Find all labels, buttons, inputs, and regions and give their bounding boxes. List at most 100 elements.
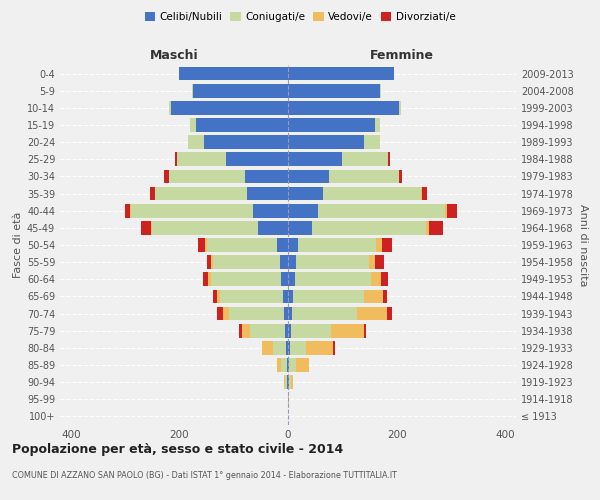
Bar [285, 324, 288, 338]
Bar [291, 324, 331, 338]
Bar [292, 306, 358, 320]
Bar [399, 170, 402, 183]
Bar [445, 204, 447, 218]
Bar [204, 136, 288, 149]
Bar [371, 272, 382, 286]
Bar [369, 256, 376, 269]
Bar [242, 324, 250, 338]
Bar [169, 170, 245, 183]
Bar [151, 221, 152, 234]
Bar [329, 170, 399, 183]
Bar [192, 84, 193, 98]
Bar [380, 84, 382, 98]
Bar [253, 204, 288, 218]
Bar [429, 221, 443, 234]
Bar [171, 101, 288, 114]
Bar [281, 358, 287, 372]
Bar [288, 376, 289, 389]
Bar [288, 118, 375, 132]
Bar [288, 66, 394, 80]
Y-axis label: Anni di nascita: Anni di nascita [578, 204, 588, 286]
Bar [293, 290, 364, 304]
Bar [288, 256, 296, 269]
Bar [288, 152, 342, 166]
Bar [284, 376, 285, 389]
Bar [223, 306, 229, 320]
Bar [211, 272, 281, 286]
Bar [284, 306, 288, 320]
Bar [283, 290, 288, 304]
Bar [206, 256, 211, 269]
Bar [323, 186, 421, 200]
Bar [155, 186, 247, 200]
Bar [281, 272, 288, 286]
Bar [333, 341, 335, 354]
Bar [298, 238, 376, 252]
Bar [175, 152, 177, 166]
Bar [364, 324, 365, 338]
Bar [277, 358, 281, 372]
Bar [375, 118, 380, 132]
Bar [331, 324, 364, 338]
Bar [149, 186, 155, 200]
Bar [383, 290, 388, 304]
Bar [203, 272, 208, 286]
Bar [290, 341, 306, 354]
Bar [179, 66, 288, 80]
Bar [288, 186, 323, 200]
Bar [447, 204, 457, 218]
Bar [229, 306, 284, 320]
Bar [164, 170, 169, 183]
Bar [382, 272, 388, 286]
Bar [205, 238, 206, 252]
Bar [313, 221, 427, 234]
Bar [364, 290, 383, 304]
Legend: Celibi/Nubili, Coniugati/e, Vedovi/e, Divorziati/e: Celibi/Nubili, Coniugati/e, Vedovi/e, Di… [140, 8, 460, 26]
Bar [289, 376, 291, 389]
Bar [169, 101, 171, 114]
Bar [196, 118, 288, 132]
Bar [287, 376, 288, 389]
Bar [250, 324, 285, 338]
Bar [245, 170, 288, 183]
Bar [125, 204, 130, 218]
Bar [427, 221, 429, 234]
Bar [220, 290, 283, 304]
Bar [289, 358, 296, 372]
Bar [280, 256, 288, 269]
Bar [206, 238, 277, 252]
Bar [288, 358, 289, 372]
Bar [388, 152, 389, 166]
Bar [288, 84, 380, 98]
Bar [258, 221, 288, 234]
Bar [376, 256, 383, 269]
Bar [247, 186, 288, 200]
Bar [285, 376, 287, 389]
Bar [212, 256, 280, 269]
Bar [342, 152, 388, 166]
Text: Popolazione per età, sesso e stato civile - 2014: Popolazione per età, sesso e stato civil… [12, 442, 343, 456]
Bar [287, 358, 288, 372]
Bar [422, 186, 427, 200]
Bar [152, 221, 258, 234]
Bar [217, 306, 223, 320]
Bar [288, 136, 364, 149]
Bar [288, 238, 298, 252]
Bar [382, 238, 392, 252]
Bar [306, 341, 333, 354]
Bar [208, 272, 211, 286]
Bar [131, 204, 253, 218]
Bar [318, 204, 445, 218]
Text: COMUNE DI AZZANO SAN PAOLO (BG) - Dati ISTAT 1° gennaio 2014 - Elaborazione TUTT: COMUNE DI AZZANO SAN PAOLO (BG) - Dati I… [12, 471, 397, 480]
Bar [288, 101, 399, 114]
Bar [213, 290, 217, 304]
Bar [188, 136, 204, 149]
Bar [286, 341, 288, 354]
Bar [262, 341, 273, 354]
Bar [296, 256, 369, 269]
Bar [211, 256, 212, 269]
Bar [288, 170, 329, 183]
Bar [291, 376, 293, 389]
Bar [190, 118, 196, 132]
Bar [226, 152, 288, 166]
